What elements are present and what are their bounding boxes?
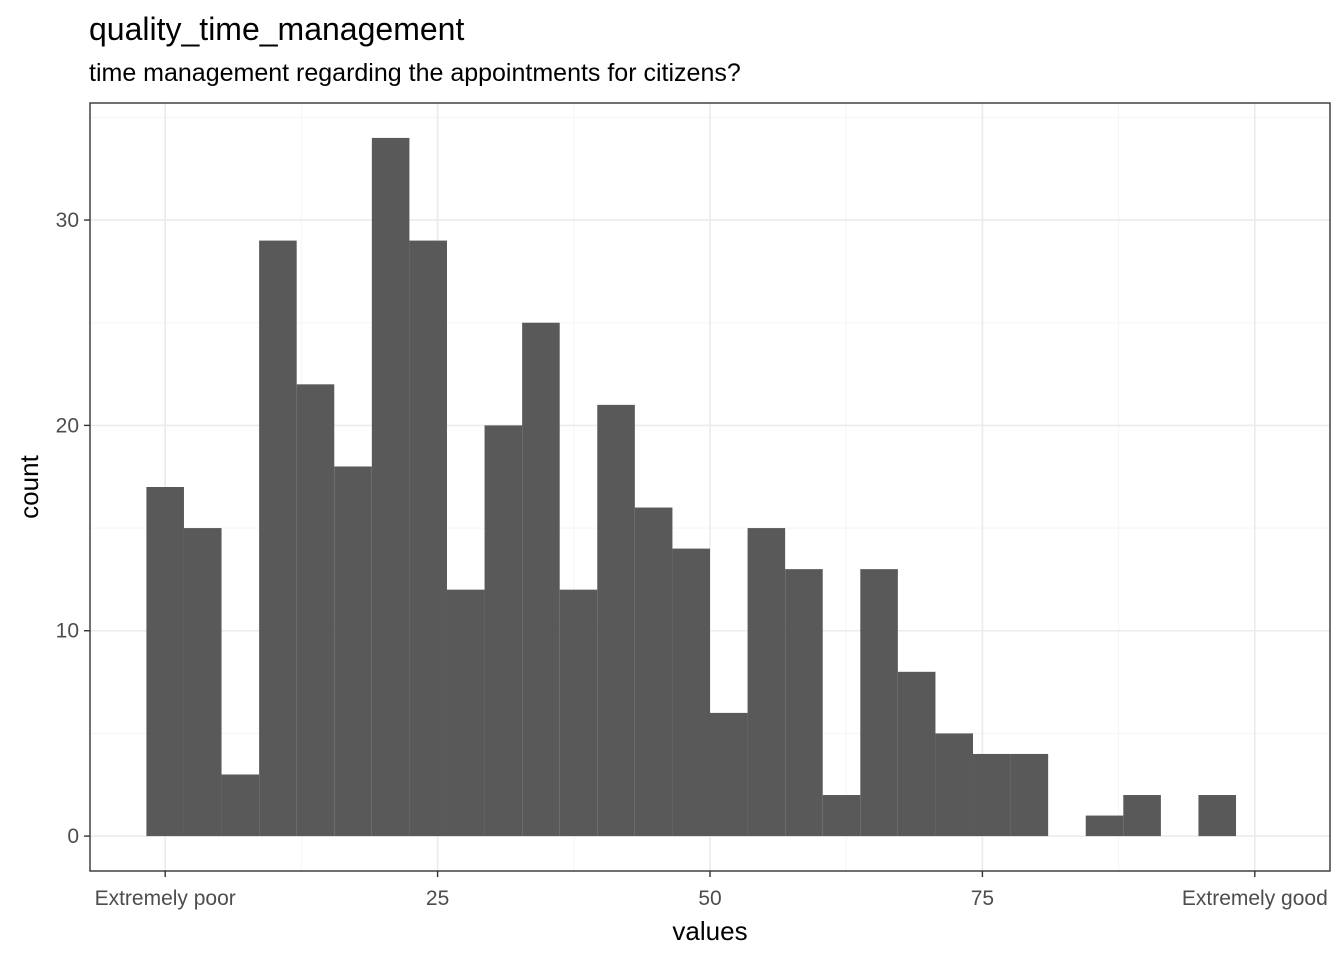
histogram-bar xyxy=(860,569,898,837)
histogram-bar xyxy=(146,487,184,837)
histogram-bar xyxy=(1123,795,1161,837)
x-tick-label: Extremely poor xyxy=(95,887,236,910)
histogram-bar xyxy=(634,507,673,837)
histogram-bar xyxy=(672,548,710,837)
chart-subtitle: time management regarding the appointmen… xyxy=(89,59,741,87)
histogram-bar xyxy=(785,569,823,837)
histogram-bar xyxy=(296,384,335,837)
x-tick-label: 25 xyxy=(426,887,449,910)
histogram-bar xyxy=(446,589,485,837)
bars-layer xyxy=(146,137,1237,837)
histogram-bar xyxy=(822,795,861,837)
histogram-bar xyxy=(522,322,560,837)
histogram-bar xyxy=(897,671,936,837)
histogram-bar xyxy=(259,240,297,837)
histogram-bar xyxy=(221,774,260,837)
histogram-bar xyxy=(1085,815,1124,837)
x-axis-title: values xyxy=(672,916,747,946)
chart-title: quality_time_management xyxy=(89,11,465,47)
x-tick-label: 75 xyxy=(971,887,994,910)
x-tick-label: 50 xyxy=(698,887,721,910)
y-tick-label: 0 xyxy=(67,825,79,848)
histogram-bar xyxy=(597,404,635,837)
ticks-layer: Extremely poor 25 50 75 Extremely good 0 10 20 3… xyxy=(56,209,1328,910)
histogram-bar xyxy=(710,712,748,837)
histogram-bar xyxy=(747,528,786,837)
histogram-bar xyxy=(371,137,410,837)
histogram-bar xyxy=(973,753,1011,837)
histogram-bar xyxy=(1010,753,1049,837)
y-tick-label: 10 xyxy=(56,620,79,643)
histogram-bar xyxy=(409,240,447,837)
y-axis-title: count xyxy=(14,454,44,518)
histogram-bar xyxy=(559,589,598,837)
x-tick-label: Extremely good xyxy=(1182,887,1328,910)
histogram-bar xyxy=(1198,795,1237,837)
y-tick-label: 20 xyxy=(56,414,79,437)
histogram-bar xyxy=(183,528,222,837)
histogram-bar xyxy=(484,425,523,837)
histogram-bar xyxy=(334,466,372,837)
histogram-bar xyxy=(935,733,974,837)
y-tick-label: 30 xyxy=(56,209,79,232)
